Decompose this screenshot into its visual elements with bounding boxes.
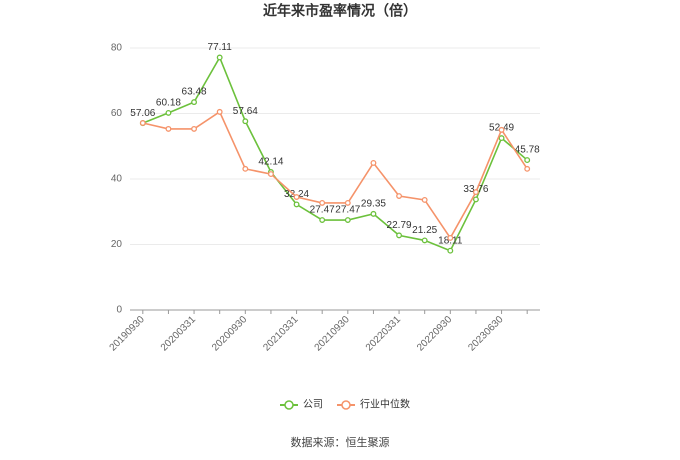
data-point [396, 232, 403, 239]
series-line [142, 55, 528, 252]
data-point [293, 201, 300, 208]
x-tick-label: 20220331 [364, 314, 404, 354]
x-tick-label: 20200930 [210, 314, 250, 354]
legend-label: 公司 [303, 400, 323, 411]
data-point [447, 247, 454, 254]
x-tick-label: 20190930 [108, 314, 148, 354]
data-point [498, 126, 505, 133]
data-point [139, 120, 146, 126]
data-point [370, 210, 377, 217]
source-note: 数据来源：恒生聚源 [291, 435, 390, 449]
data-label: 57.64 [233, 106, 258, 117]
data-point [524, 165, 531, 172]
y-tick-label: 60 [111, 108, 123, 119]
legend-label: 行业中位数 [360, 398, 410, 411]
x-tick-label: 20220930 [415, 314, 455, 354]
data-label: 77.11 [208, 42, 233, 53]
data-point [319, 199, 326, 206]
data-label: 29.35 [361, 199, 386, 210]
chart-title: 近年来市盈率情况（倍） [263, 3, 417, 19]
y-tick-label: 40 [111, 174, 123, 185]
series-line [142, 110, 528, 240]
data-label: 60.18 [156, 98, 181, 109]
data-point [498, 135, 505, 142]
x-tick-label: 20210930 [313, 314, 353, 354]
data-label: 45.78 [515, 145, 540, 156]
data-point [472, 196, 479, 203]
y-tick-label: 80 [111, 43, 123, 54]
x-tick-label: 20200331 [159, 314, 199, 354]
data-point [421, 237, 428, 244]
data-point [447, 234, 454, 241]
data-point [344, 217, 351, 223]
data-point [216, 54, 223, 61]
data-point [396, 193, 403, 199]
data-point [242, 118, 249, 125]
x-tick-label: 20210331 [261, 314, 301, 354]
data-point [344, 199, 351, 206]
data-point [165, 109, 172, 116]
data-label: 63.48 [182, 87, 207, 98]
x-tick-label: 20230630 [466, 314, 506, 354]
data-point [216, 108, 223, 115]
data-point [191, 99, 198, 106]
data-point [293, 194, 300, 200]
data-point [472, 189, 479, 196]
y-tick-label: 20 [111, 239, 123, 250]
data-point [319, 217, 326, 223]
data-point [524, 157, 531, 164]
data-point [370, 160, 377, 166]
y-tick-label: 0 [116, 305, 122, 316]
legend-marker [284, 400, 294, 410]
data-point [242, 165, 249, 172]
data-label: 27.47 [335, 205, 360, 216]
data-point [191, 125, 198, 132]
data-point [421, 197, 428, 203]
data-label: 21.25 [412, 225, 437, 236]
data-point [267, 171, 274, 178]
data-label: 42.14 [258, 157, 283, 168]
data-label: 27.47 [310, 205, 335, 216]
data-label: 22.79 [387, 220, 412, 231]
data-point [165, 125, 172, 132]
data-label: 57.06 [130, 108, 155, 119]
legend-marker [341, 400, 351, 410]
